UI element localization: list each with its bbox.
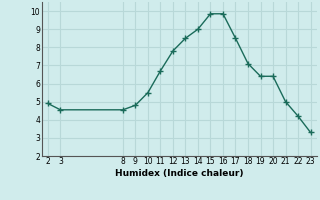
X-axis label: Humidex (Indice chaleur): Humidex (Indice chaleur) bbox=[115, 169, 244, 178]
